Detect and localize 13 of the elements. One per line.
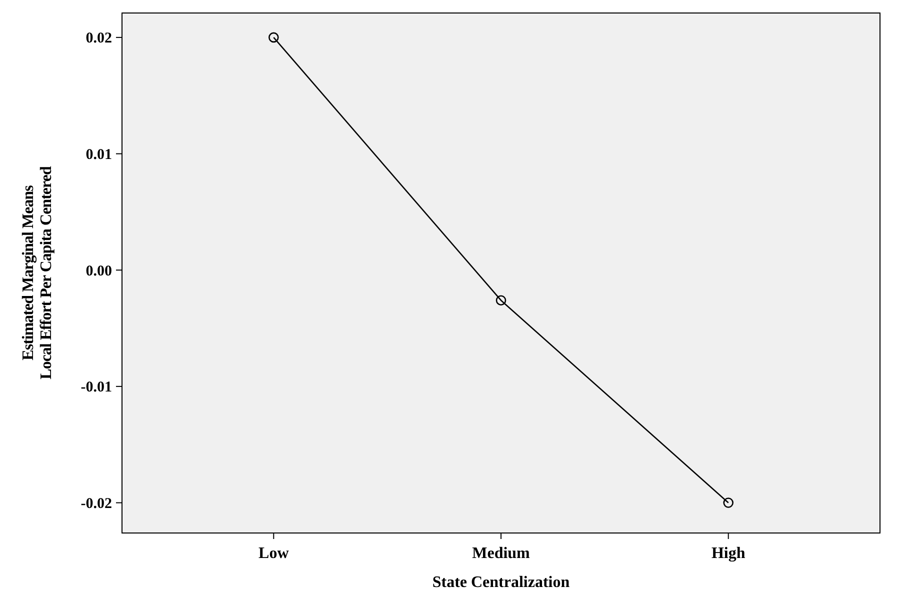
y-tick-label: -0.02 — [80, 496, 112, 512]
y-axis-title: Estimated Marginal Means Local Effort Per Capita Centered — [20, 166, 55, 380]
x-tick-label: Medium — [472, 545, 531, 562]
y-tick-label: 0.02 — [86, 30, 112, 47]
y-tick-label: -0.01 — [80, 380, 112, 396]
point — [496, 295, 506, 306]
point — [268, 32, 279, 43]
x-tick-label: High — [711, 545, 746, 562]
x-axis-title: State Centralization — [432, 574, 570, 591]
y-tick-label: 0.00 — [86, 263, 112, 280]
x-tick-label: Low — [258, 545, 290, 562]
y-tick-label: 0.01 — [86, 147, 112, 164]
point — [723, 498, 734, 508]
